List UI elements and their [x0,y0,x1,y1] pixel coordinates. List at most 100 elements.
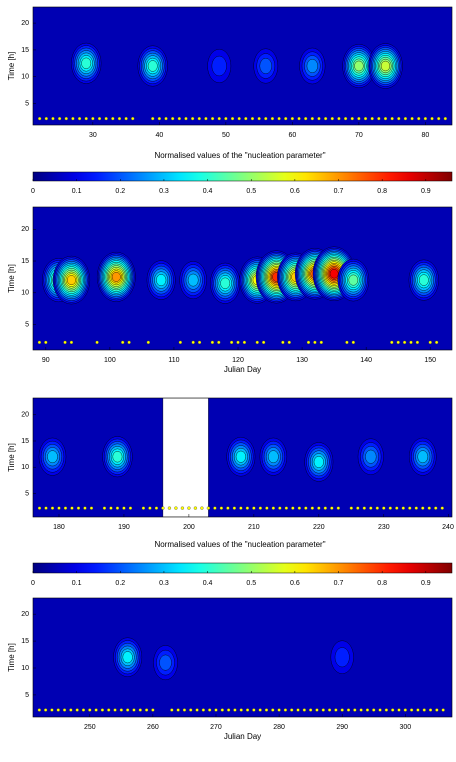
event-dot [113,708,117,712]
event-dot [88,708,92,712]
event-dot [126,708,130,712]
colorbar-tick-label: 0.8 [377,188,387,195]
event-dot [144,708,149,712]
contour [111,272,121,282]
event-dot [372,708,376,712]
y-tick-label: 5 [25,692,29,699]
event-dot [340,708,344,712]
colorbar-tick-label: 0.1 [72,188,82,195]
y-tick-label: 10 [21,74,29,81]
contour [147,60,158,72]
event-dot [265,506,269,510]
event-dot [323,116,328,121]
y-tick-label: 20 [21,20,29,27]
event-dot [291,506,295,510]
plot-area [33,598,452,717]
colorbar [32,171,453,182]
event-dot [428,340,432,345]
event [153,645,178,681]
event-dot [245,506,250,510]
event-dot [290,116,295,121]
contour [66,275,76,286]
event-dot [51,116,55,121]
event-dot [441,708,445,712]
event-dot [403,116,408,121]
x-tick-label: 230 [378,524,390,531]
event [146,260,176,300]
event-dot [310,116,314,121]
event [113,637,143,677]
event-dot [57,116,62,121]
event-dot [261,340,266,345]
contour [313,456,324,468]
event-dot [244,116,248,121]
event-dot [258,506,263,510]
y-axis-label: Time [h] [7,52,16,81]
colorbar-tick-label: 0.4 [203,188,213,195]
x-tick-label: 210 [248,524,260,531]
event-dot [229,340,234,345]
event-dot [77,116,82,121]
colorbar-tick-label: 0 [31,580,35,587]
y-tick-label: 5 [25,100,29,107]
event-dot [277,708,281,712]
event-dot [370,116,374,121]
x-tick-label: 180 [53,524,65,531]
colorbar-tick-label: 0.2 [115,188,125,195]
event-dot [50,506,55,510]
event-dot [422,708,426,712]
y-tick-label: 15 [21,638,29,645]
event [102,436,133,478]
event-dot [237,116,241,121]
event-dot [94,708,98,712]
y-tick-label: 15 [21,258,29,265]
event [368,43,403,89]
event-dot [363,116,368,121]
event-dot [161,506,165,510]
event-dot [421,506,425,510]
event-dot [359,708,363,712]
event-dot [410,116,414,121]
event-dot [195,708,199,712]
contour [156,274,167,287]
event [337,258,370,302]
colorbar-tick-label: 0.7 [334,188,344,195]
event-dot [306,340,311,345]
event-dot [304,506,308,510]
event-dot [109,506,113,510]
event-dot [283,708,288,712]
event-dot [349,506,353,510]
event-dot [91,116,95,121]
event-dot [119,708,123,712]
event-dot [107,708,111,712]
contour [187,273,199,287]
contour [306,59,318,73]
event-dot [397,708,401,712]
x-tick-label: 150 [424,357,436,364]
event [408,259,439,301]
event-dot [390,116,394,121]
event-dot [401,506,405,510]
colorbar-tick-label: 0.2 [115,580,125,587]
event-dot [382,506,386,510]
event-dot [38,116,42,121]
event [52,255,91,305]
event-dot [97,116,102,121]
event-dot [330,116,334,121]
y-tick-label: 10 [21,665,29,672]
event-dot [378,708,382,712]
event-dot [384,708,389,712]
x-tick-label: 80 [421,132,429,139]
colorbar-tick-label: 0.8 [377,580,387,587]
event-dot [187,506,191,510]
event-dot [350,116,354,121]
colorbar-tick-label: 0 [31,188,35,195]
contour [348,274,359,286]
event-dot [232,506,237,510]
event-dot [271,506,276,510]
contour [220,277,231,289]
event-dot [44,506,48,510]
event [304,442,334,482]
event-dot [287,340,291,345]
colorbar-tick-label: 0.6 [290,188,300,195]
